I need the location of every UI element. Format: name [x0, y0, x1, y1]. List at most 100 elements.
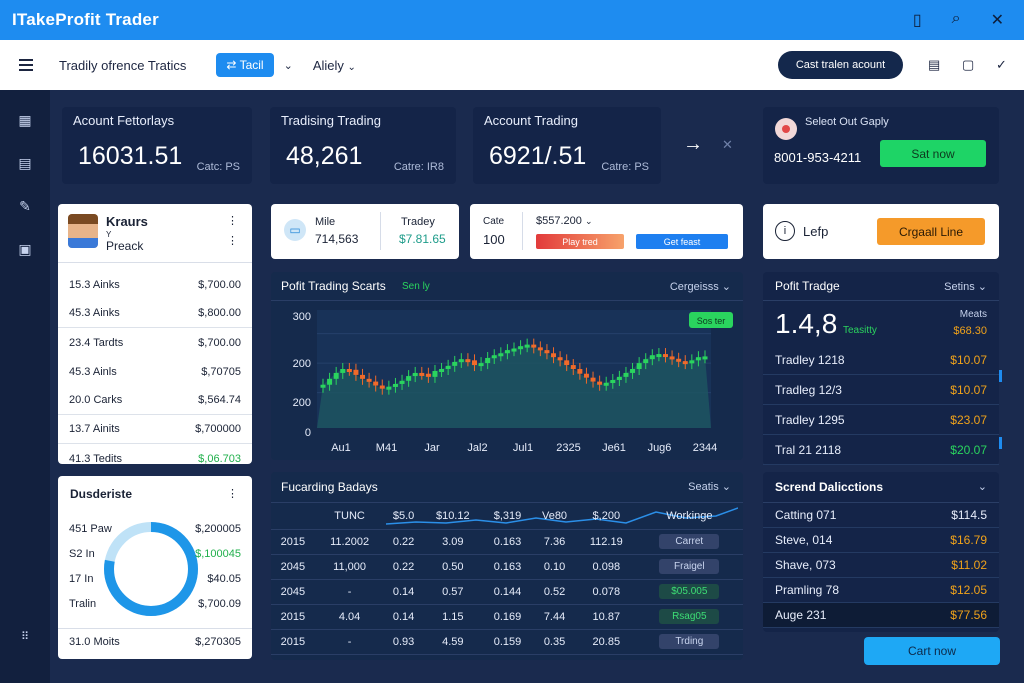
wallet-icon[interactable]: ▣ [18, 241, 32, 257]
list-item-label: 20.0 Carks [69, 394, 123, 406]
dashboard-icon[interactable]: ▦ [18, 112, 32, 128]
close-icon[interactable]: ✕ [722, 137, 733, 152]
stat-sub: Catre: IR8 [393, 161, 444, 173]
stat-value: 16031.51 [78, 142, 183, 170]
contact-phone: 8001-953-4211 [774, 150, 862, 165]
list-item-value: $,06.703 [198, 452, 241, 465]
legend-label: S2 In [69, 547, 95, 560]
scroll-marker[interactable] [999, 437, 1002, 449]
menu-icon[interactable] [19, 59, 33, 71]
table-cell: - [314, 579, 385, 605]
table-cell: 0.163 [482, 554, 533, 580]
list-item-value: $10.07 [950, 382, 987, 397]
status-badge[interactable]: Carret [659, 534, 720, 549]
list-item-label: Catting 071 [775, 508, 837, 522]
table-row: 2015 11.2002 0.22 3.09 0.163 7.36 112.19 Carret [271, 529, 743, 555]
table-menu[interactable]: Seatis ⌄ [688, 480, 731, 493]
table-header-cell: $,200 [576, 504, 636, 530]
list-item[interactable]: Steve, 014 $16.79 [763, 528, 999, 553]
candle [682, 361, 688, 365]
profit-trade-menu[interactable]: Setins ⌄ [944, 280, 987, 293]
mini-value-a: 714,563 [315, 232, 359, 246]
set-now-button[interactable]: Sat now [880, 140, 986, 167]
list-item[interactable]: Tradley 1295 $23.07 [763, 405, 999, 435]
stat-label: Acount Fettorlays [73, 113, 175, 128]
mini-stat-card: ▭ Mile 714,563 Tradey $7.81.65 [271, 204, 459, 259]
table-cell: 1.15 [422, 604, 483, 630]
list-item[interactable]: Auge 231 $77.56 [763, 603, 999, 628]
list-item[interactable]: Tral 21 2118 $20.07 [763, 435, 999, 465]
x-tick-label: Je61 [602, 442, 626, 454]
chart-title: Pofit Trading Scarts [281, 279, 386, 293]
list-item[interactable]: Catting 071 $114.5 [763, 503, 999, 528]
edit-icon[interactable]: ✎ [19, 198, 31, 214]
more-icon[interactable]: ⋮ [227, 488, 238, 500]
document-icon[interactable]: ▤ [928, 57, 941, 72]
candle [616, 376, 622, 381]
candle [564, 360, 570, 366]
cart-now-button[interactable]: Cart now [864, 637, 1000, 665]
list-item[interactable]: Pramling 78 $12.05 [763, 578, 999, 603]
toolbar-select[interactable]: Aliely ⌄ [313, 58, 356, 73]
status-badge[interactable]: Fraigel [659, 559, 720, 574]
more-icon[interactable]: ⋮ [227, 215, 238, 227]
clipboard-icon[interactable]: ▯ [912, 12, 922, 29]
toolbar-title: Tradily ofrence Tratics [59, 57, 187, 73]
candle [544, 350, 550, 354]
candle [590, 377, 596, 382]
status-badge[interactable]: Trding [659, 634, 720, 649]
chevron-down-icon: ⌄ [721, 281, 731, 293]
list-item-label: 23.4 Tardts [69, 336, 124, 349]
chart-menu[interactable]: Cergeisss ⌄ [670, 280, 731, 293]
area-fill [317, 344, 711, 428]
legend-value: $,100045 [195, 547, 241, 560]
calendar-icon[interactable]: ▤ [18, 155, 32, 171]
table-cell: 2015 [271, 629, 315, 655]
more-icon[interactable]: ⋮ [227, 235, 238, 247]
candle [346, 369, 352, 372]
chevron-down-icon[interactable]: ⌄ [977, 481, 987, 493]
call-line-button[interactable]: Crgaall Line [877, 218, 985, 245]
scroll-marker[interactable] [999, 370, 1002, 382]
list-item[interactable]: Tradley 1218 $10.07 [763, 345, 999, 375]
list-item-value: $77.56 [950, 608, 987, 622]
candle [485, 357, 491, 364]
candle [379, 385, 385, 389]
title-bar: ITakeProfit Trader ▯ ⌕ ✕ [0, 0, 1024, 40]
export-icon[interactable]: ▢ [962, 57, 975, 72]
table-cell: 4.04 [314, 604, 385, 630]
search-icon[interactable]: ⌕ [951, 10, 961, 27]
order-price[interactable]: $557.200 ⌄ [536, 215, 593, 227]
order-label: Cate [483, 216, 505, 227]
status-badge[interactable]: $05.005 [659, 584, 720, 599]
sell-button[interactable]: Play tred [536, 234, 624, 249]
candle [333, 372, 339, 379]
buy-button[interactable]: Get feast [636, 234, 728, 249]
list-item[interactable]: Tradleg 12/3 $10.07 [763, 375, 999, 405]
table-title: Fucarding Badays [281, 480, 378, 494]
list-item-value: $12.05 [950, 583, 987, 597]
create-account-button[interactable]: Cast tralen acount [778, 51, 903, 79]
apps-icon[interactable]: ⠿ [20, 631, 30, 643]
chevron-down-icon[interactable]: ⌄ [283, 59, 293, 72]
chart-badge [689, 312, 733, 328]
candle [439, 369, 445, 372]
list-item[interactable]: Shave, 073 $11.02 [763, 553, 999, 578]
candle [551, 353, 557, 358]
check-icon[interactable]: ✓ [996, 57, 1007, 72]
close-icon[interactable]: ✕ [990, 12, 1004, 29]
table-header-cell: TUNC [314, 504, 385, 530]
profile-list: 15.3 Ainks $,700.00 45.3 Ainks $,800.00 23.4… [58, 270, 252, 473]
status-badge[interactable]: Rsag05 [659, 609, 720, 624]
table-header-cell: $5.0 [384, 504, 423, 530]
candle [327, 378, 333, 385]
y-tick-label: 0 [305, 427, 311, 439]
candle [392, 383, 398, 387]
toolbar-primary-button[interactable]: ⇄ Tacil [216, 53, 274, 77]
arrow-right-icon[interactable]: → [683, 133, 703, 155]
candle [623, 372, 629, 377]
table-row: 2045 11,000 0.22 0.50 0.163 0.10 0.098 Fraigel [271, 554, 743, 580]
contact-label: Seleot Out Gaply [805, 116, 889, 128]
list-item-label: 41.3 Tedits [69, 452, 123, 465]
list-item: 13.7 Ainits $,700000 [58, 415, 252, 444]
